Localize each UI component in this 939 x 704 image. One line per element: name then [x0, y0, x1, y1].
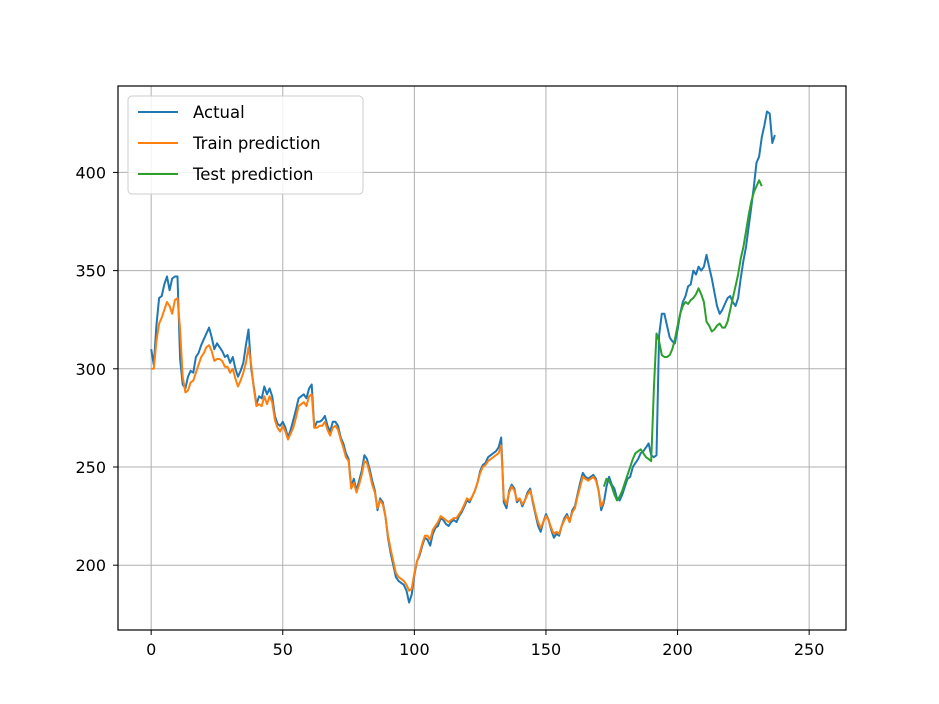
y-tick-label: 200	[75, 556, 106, 575]
y-tick-label: 350	[75, 262, 106, 281]
y-tick-label: 400	[75, 163, 106, 182]
series-line-train-prediction	[151, 297, 605, 592]
x-tick-label: 200	[662, 640, 693, 659]
legend: Actual Train prediction Test prediction	[127, 95, 364, 195]
legend-label: Test prediction	[192, 165, 314, 184]
x-tick-label: 100	[399, 640, 430, 659]
plot-frame	[117, 85, 847, 631]
x-tick-label: 0	[146, 640, 156, 659]
y-tick-label: 300	[75, 360, 106, 379]
axis-ticks: 0 50 100 150 200 250 200 250 300 350 400	[75, 163, 824, 659]
legend-label: Train prediction	[192, 134, 321, 153]
series-lines	[150, 110, 776, 604]
x-tick-label: 150	[531, 640, 562, 659]
legend-label: Actual	[193, 103, 245, 122]
x-tick-label: 50	[273, 640, 293, 659]
grid	[118, 86, 846, 630]
legend-box	[127, 95, 364, 195]
x-tick-label: 250	[794, 640, 825, 659]
y-tick-label: 250	[75, 458, 106, 477]
series-line-test-prediction	[602, 179, 763, 502]
